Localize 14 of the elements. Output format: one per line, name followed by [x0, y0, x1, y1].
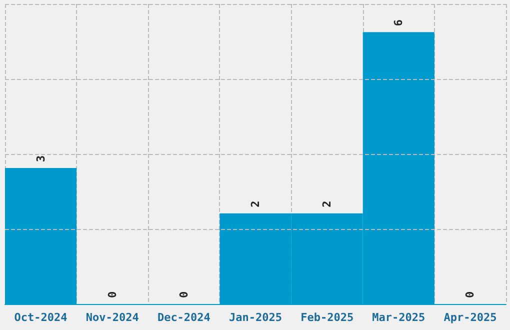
x-tick-label: Apr-2025 [444, 311, 497, 324]
data-label: 0 [106, 291, 119, 298]
data-label: 0 [464, 291, 477, 298]
data-label: 2 [249, 200, 262, 208]
data-label: 0 [177, 291, 190, 298]
x-tick-label: Dec-2024 [157, 311, 211, 324]
x-tick-label: Oct-2024 [14, 311, 68, 324]
x-tick-label: Mar-2025 [372, 311, 426, 324]
x-tick-label: Jan-2025 [229, 311, 282, 324]
data-label: 2 [320, 200, 334, 208]
data-label: 6 [392, 19, 406, 26]
x-tick-label: Feb-2025 [300, 311, 354, 324]
x-tick-label: Nov-2024 [86, 311, 140, 324]
data-label: 3 [34, 155, 48, 162]
